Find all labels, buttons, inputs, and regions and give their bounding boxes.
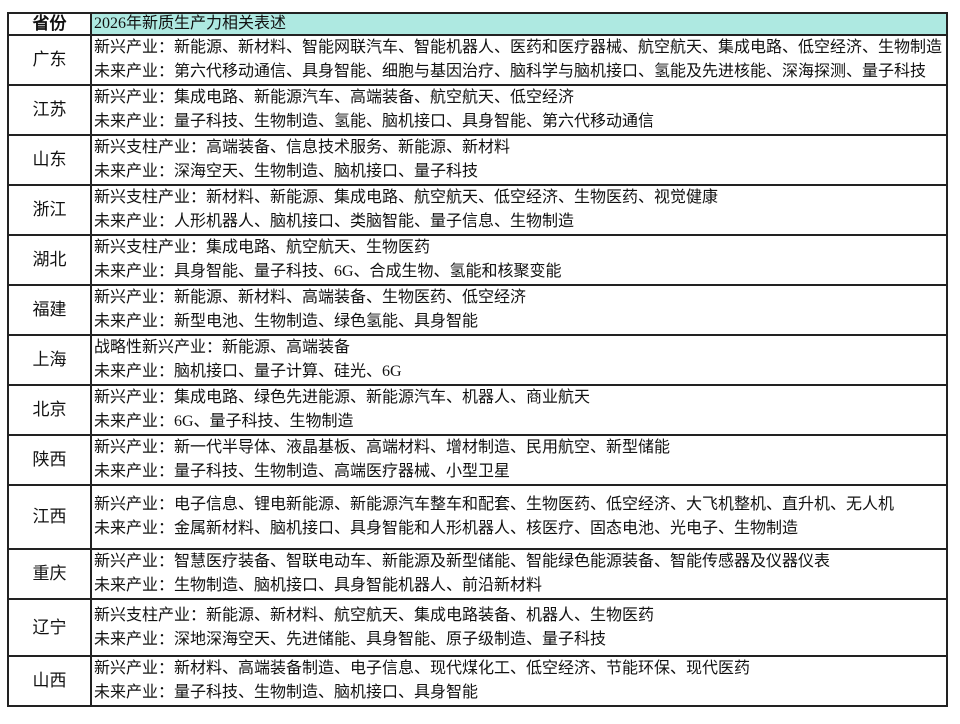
industry-table: 省份 2026年新质生产力相关表述 广东 新兴产业：新能源、新材料、智能网联汽车、… <box>7 12 948 707</box>
province-cell: 北京 <box>7 384 92 436</box>
description-cell: 新兴产业：新一代半导体、液晶基板、高端材料、增材制造、民用航空、新型储能 未来产业… <box>90 434 948 486</box>
description-cell: 新兴产业：新材料、高端装备制造、电子信息、现代煤化工、低空经济、节能环保、现代医… <box>90 655 948 707</box>
description-cell: 新兴支柱产业：新能源、新材料、航空航天、集成电路装备、机器人、生物医药 未来产业：… <box>90 598 948 657</box>
province-cell: 重庆 <box>7 548 92 600</box>
table-row: 福建 新兴产业：新能源、新材料、高端装备、生物医药、低空经济 未来产业：新型电池、生… <box>7 284 948 336</box>
future-industries-line: 未来产业：量子科技、生物制造、氢能、脑机接口、具身智能、第六代移动通信 <box>94 113 655 130</box>
header-description: 2026年新质生产力相关表述 <box>90 12 948 36</box>
table-row: 湖北 新兴支柱产业：集成电路、航空航天、生物医药未来产业：具身智能、量子科技、6G… <box>7 234 948 286</box>
province-cell: 山东 <box>7 134 92 186</box>
future-industries-line: 未来产业：人形机器人、脑机接口、类脑智能、量子信息、生物制造 <box>94 213 575 230</box>
province-cell: 上海 <box>7 334 92 386</box>
header-province: 省份 <box>7 12 92 36</box>
province-cell: 江西 <box>7 484 92 550</box>
table-row: 江西 新兴产业：电子信息、锂电新能源、新能源汽车整车和配套、生物医药、低空经济、大… <box>7 484 948 550</box>
emerging-industries-line: 新兴产业：新材料、高端装备制造、电子信息、现代煤化工、低空经济、节能环保、现代医… <box>94 660 751 677</box>
description-cell: 新兴支柱产业：高端装备、信息技术服务、新能源、新材料 未来产业：深海空天、生物制造… <box>90 134 948 186</box>
future-industries-line: 未来产业：深海空天、生物制造、脑机接口、量子科技 <box>94 163 479 180</box>
table-row: 陕西 新兴产业：新一代半导体、液晶基板、高端材料、增材制造、民用航空、新型储能 未来… <box>7 434 948 486</box>
table-row: 广东 新兴产业：新能源、新材料、智能网联汽车、智能机器人、医药和医疗器械、航空航天… <box>7 34 948 86</box>
future-industries-line: 未来产业：深地深海空天、先进储能、具身智能、原子级制造、量子科技 <box>94 630 607 648</box>
emerging-industries-line: 新兴产业：集成电路、新能源汽车、高端装备、航空航天、低空经济 <box>94 89 575 106</box>
description-cell: 新兴支柱产业：新材料、新能源、集成电路、航空航天、低空经济、生物医药、视觉健康未… <box>90 184 948 236</box>
future-industries-line: 未来产业：金属新材料、脑机接口、具身智能和人形机器人、核医疗、固态电池、光电子、… <box>94 520 799 537</box>
province-cell: 福建 <box>7 284 92 336</box>
emerging-industries-line: 新兴产业：新能源、新材料、高端装备、生物医药、低空经济 <box>94 289 527 306</box>
emerging-industries-line: 新兴支柱产业：新材料、新能源、集成电路、航空航天、低空经济、生物医药、视觉健康 <box>94 189 719 206</box>
province-cell: 湖北 <box>7 234 92 286</box>
emerging-industries-line: 新兴支柱产业：高端装备、信息技术服务、新能源、新材料 <box>94 139 511 156</box>
table-row: 上海 战略性新兴产业：新能源、高端装备未来产业：脑机接口、量子计算、硅光、6G <box>7 334 948 386</box>
province-cell: 浙江 <box>7 184 92 236</box>
table-row: 重庆 新兴产业：智慧医疗装备、智联电动车、新能源及新型储能、智能绿色能源装备、智能… <box>7 548 948 600</box>
province-cell: 广东 <box>7 34 92 86</box>
province-cell: 江苏 <box>7 84 92 136</box>
emerging-industries-line: 新兴产业：智慧医疗装备、智联电动车、新能源及新型储能、智能绿色能源装备、智能传感… <box>94 553 831 570</box>
table-header-row: 省份 2026年新质生产力相关表述 <box>7 12 948 36</box>
description-cell: 新兴支柱产业：集成电路、航空航天、生物医药未来产业：具身智能、量子科技、6G、合… <box>90 234 948 286</box>
province-cell: 陕西 <box>7 434 92 486</box>
emerging-industries-line: 新兴产业：集成电路、绿色先进能源、新能源汽车、机器人、商业航天 <box>94 389 591 406</box>
province-cell: 山西 <box>7 655 92 707</box>
future-industries-line: 未来产业：新型电池、生物制造、绿色氢能、具身智能 <box>94 313 479 330</box>
future-industries-line: 未来产业：量子科技、生物制造、脑机接口、具身智能 <box>94 684 479 701</box>
table-row: 山东 新兴支柱产业：高端装备、信息技术服务、新能源、新材料 未来产业：深海空天、生物… <box>7 134 948 186</box>
emerging-industries-line: 新兴产业：电子信息、锂电新能源、新能源汽车整车和配套、生物医药、低空经济、大飞机… <box>94 496 895 513</box>
emerging-industries-line: 新兴支柱产业：新能源、新材料、航空航天、集成电路装备、机器人、生物医药 <box>94 606 655 624</box>
emerging-industries-line: 新兴支柱产业：集成电路、航空航天、生物医药 <box>94 239 431 256</box>
table-row: 北京 新兴产业：集成电路、绿色先进能源、新能源汽车、机器人、商业航天 未来产业：6G… <box>7 384 948 436</box>
description-cell: 新兴产业：电子信息、锂电新能源、新能源汽车整车和配套、生物医药、低空经济、大飞机… <box>90 484 948 550</box>
emerging-industries-line: 新兴产业：新一代半导体、液晶基板、高端材料、增材制造、民用航空、新型储能 <box>94 439 671 456</box>
table-row: 山西 新兴产业：新材料、高端装备制造、电子信息、现代煤化工、低空经济、节能环保、现… <box>7 655 948 707</box>
future-industries-line: 未来产业：生物制造、脑机接口、具身智能机器人、前沿新材料 <box>94 577 543 594</box>
emerging-industries-line: 战略性新兴产业：新能源、高端装备 <box>94 339 351 356</box>
future-industries-line: 未来产业：脑机接口、量子计算、硅光、6G <box>94 363 402 380</box>
description-cell: 新兴产业：集成电路、绿色先进能源、新能源汽车、机器人、商业航天 未来产业：6G、量… <box>90 384 948 436</box>
future-industries-line: 未来产业：量子科技、生物制造、高端医疗器械、小型卫星 <box>94 463 511 480</box>
future-industries-line: 未来产业：6G、量子科技、生物制造 <box>94 413 354 430</box>
emerging-industries-line: 新兴产业：新能源、新材料、智能网联汽车、智能机器人、医药和医疗器械、航空航天、集… <box>94 39 943 56</box>
description-cell: 新兴产业：集成电路、新能源汽车、高端装备、航空航天、低空经济未来产业：量子科技、… <box>90 84 948 136</box>
table-row: 江苏 新兴产业：集成电路、新能源汽车、高端装备、航空航天、低空经济未来产业：量子科… <box>7 84 948 136</box>
table-row: 辽宁 新兴支柱产业：新能源、新材料、航空航天、集成电路装备、机器人、生物医药 未来产… <box>7 598 948 657</box>
future-industries-line: 未来产业：第六代移动通信、具身智能、细胞与基因治疗、脑科学与脑机接口、氢能及先进… <box>94 63 927 80</box>
description-cell: 新兴产业：新能源、新材料、高端装备、生物医药、低空经济 未来产业：新型电池、生物制… <box>90 284 948 336</box>
province-cell: 辽宁 <box>7 598 92 657</box>
table-row: 浙江 新兴支柱产业：新材料、新能源、集成电路、航空航天、低空经济、生物医药、视觉健… <box>7 184 948 236</box>
description-cell: 战略性新兴产业：新能源、高端装备未来产业：脑机接口、量子计算、硅光、6G <box>90 334 948 386</box>
future-industries-line: 未来产业：具身智能、量子科技、6G、合成生物、氢能和核聚变能 <box>94 263 562 280</box>
description-cell: 新兴产业：新能源、新材料、智能网联汽车、智能机器人、医药和医疗器械、航空航天、集… <box>90 34 948 86</box>
description-cell: 新兴产业：智慧医疗装备、智联电动车、新能源及新型储能、智能绿色能源装备、智能传感… <box>90 548 948 600</box>
